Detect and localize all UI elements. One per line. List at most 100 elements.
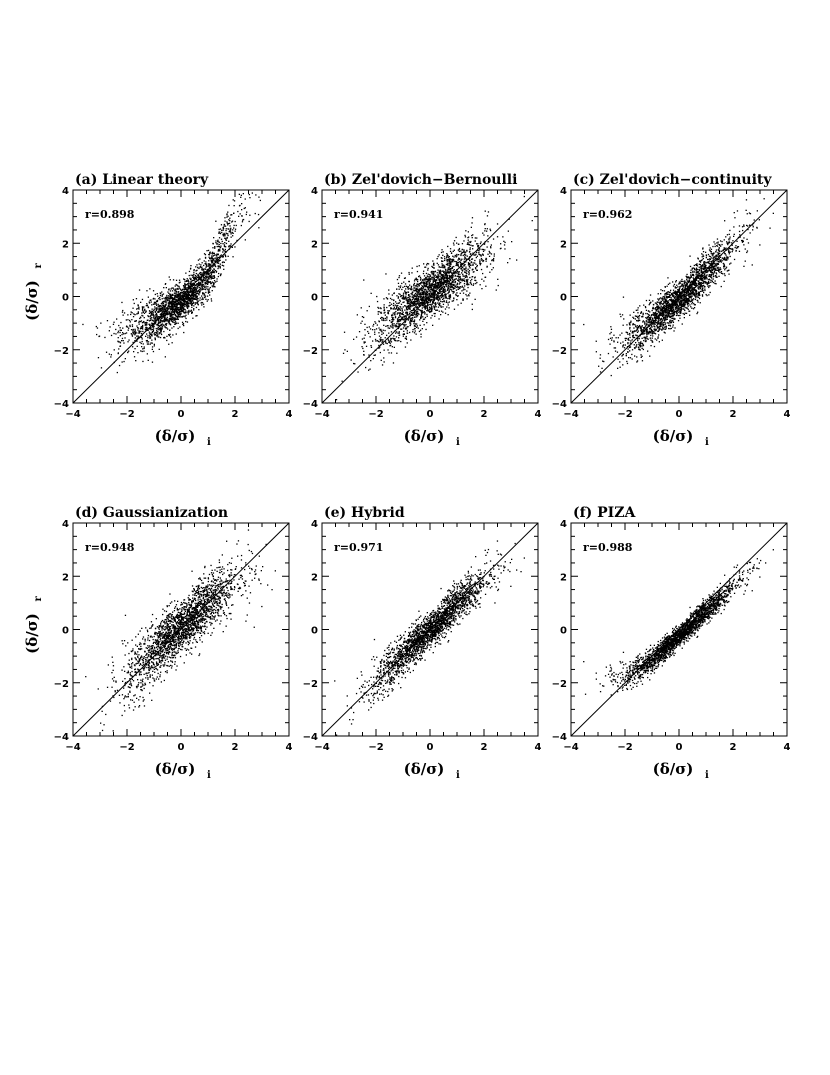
data-point [258, 196, 260, 198]
data-point [223, 232, 225, 235]
data-point [174, 295, 176, 297]
data-point [120, 329, 122, 331]
data-point [437, 255, 439, 258]
data-point [390, 352, 393, 354]
data-point [382, 319, 384, 322]
data-point [479, 261, 481, 263]
data-point [431, 272, 433, 274]
data-point [180, 299, 182, 301]
data-point [194, 297, 196, 299]
data-point [154, 320, 156, 322]
data-point [409, 298, 412, 301]
data-point [403, 295, 405, 297]
data-point [414, 292, 417, 295]
data-point [392, 317, 394, 319]
data-point [180, 310, 182, 313]
data-point [408, 298, 410, 301]
data-point [418, 283, 421, 285]
data-point [509, 258, 511, 260]
data-point [656, 307, 658, 309]
data-point [160, 332, 162, 334]
data-point [418, 313, 420, 315]
data-point [224, 254, 227, 257]
data-point [229, 225, 231, 227]
data-point [378, 344, 380, 347]
data-point [185, 293, 187, 296]
data-point [409, 288, 412, 290]
data-point [167, 328, 169, 330]
data-point [424, 297, 426, 299]
data-point [206, 280, 209, 282]
data-point [383, 349, 385, 351]
data-point [439, 297, 441, 299]
data-point [444, 272, 446, 275]
data-point [427, 304, 429, 306]
data-point [424, 313, 426, 315]
data-point [493, 257, 495, 260]
data-point [146, 327, 148, 329]
data-point [160, 329, 162, 331]
data-point [450, 279, 452, 282]
data-point [414, 323, 417, 325]
data-point [232, 229, 234, 231]
data-point [441, 278, 443, 280]
data-point [429, 311, 431, 313]
data-point [370, 346, 373, 348]
y-tick-label: −2 [54, 346, 69, 357]
data-point [414, 289, 417, 291]
data-point [392, 318, 394, 320]
data-point [489, 228, 491, 230]
data-point [421, 312, 423, 314]
data-point [429, 289, 431, 291]
data-point [415, 287, 417, 289]
data-point [626, 362, 629, 365]
data-point [189, 288, 191, 290]
data-point [141, 336, 143, 339]
data-point [170, 297, 172, 299]
data-point [516, 259, 518, 261]
data-point [426, 310, 428, 312]
data-point [412, 329, 414, 331]
data-point [224, 237, 226, 239]
data-point [490, 244, 492, 246]
data-point [151, 346, 154, 348]
data-point [432, 276, 434, 278]
data-point [241, 209, 243, 211]
data-point [178, 299, 180, 302]
data-point [475, 268, 477, 270]
data-point [172, 316, 174, 319]
data-point [449, 288, 451, 290]
data-point [463, 265, 465, 267]
data-point [139, 332, 141, 334]
data-point [170, 318, 172, 321]
data-point [416, 278, 418, 280]
data-point [161, 295, 163, 297]
data-point [481, 288, 483, 290]
data-point [202, 268, 204, 270]
data-point [179, 313, 181, 315]
data-point [222, 251, 224, 253]
data-point [205, 298, 207, 300]
data-point [466, 281, 468, 284]
data-point [208, 254, 211, 256]
data-point [461, 262, 463, 264]
data-point [381, 331, 383, 333]
data-point [157, 331, 159, 333]
data-point [419, 303, 421, 305]
data-point [159, 306, 161, 308]
data-point [678, 300, 680, 302]
data-point [172, 318, 174, 321]
data-point [194, 298, 196, 300]
data-point [157, 322, 160, 324]
data-point [396, 313, 398, 315]
data-point [150, 329, 152, 331]
data-point [199, 289, 201, 291]
data-point [487, 235, 489, 237]
data-point [663, 319, 666, 321]
data-point [451, 276, 453, 278]
data-point [142, 360, 144, 363]
data-point [714, 245, 716, 248]
data-point [679, 298, 681, 300]
data-point [187, 279, 189, 281]
data-point [432, 295, 434, 297]
